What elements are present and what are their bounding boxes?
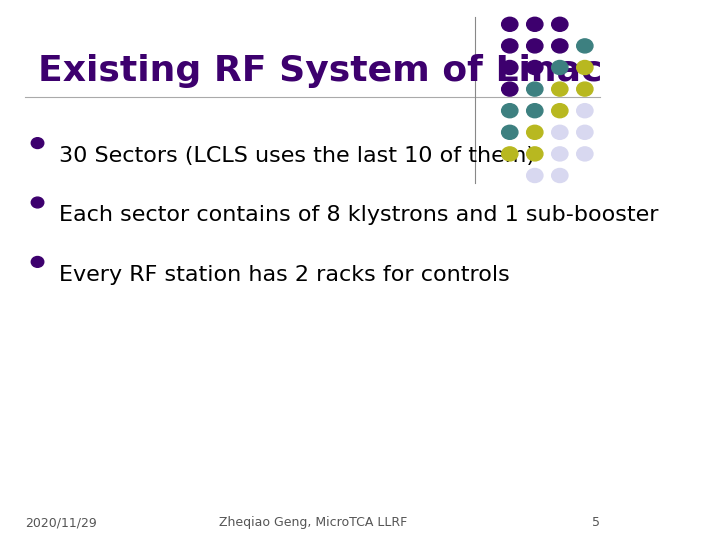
Circle shape (552, 147, 568, 161)
Circle shape (526, 147, 543, 161)
Circle shape (502, 82, 518, 96)
Circle shape (577, 60, 593, 75)
Circle shape (552, 82, 568, 96)
Circle shape (577, 104, 593, 118)
Circle shape (577, 39, 593, 53)
Text: 5: 5 (593, 516, 600, 529)
Circle shape (577, 147, 593, 161)
Circle shape (526, 168, 543, 183)
Circle shape (526, 104, 543, 118)
Circle shape (552, 60, 568, 75)
Circle shape (31, 197, 44, 208)
Circle shape (526, 125, 543, 139)
Circle shape (502, 17, 518, 31)
Text: Each sector contains of 8 klystrons and 1 sub-booster: Each sector contains of 8 klystrons and … (60, 205, 659, 225)
Circle shape (526, 82, 543, 96)
Text: Zheqiao Geng, MicroTCA LLRF: Zheqiao Geng, MicroTCA LLRF (219, 516, 407, 529)
Circle shape (502, 39, 518, 53)
Circle shape (552, 125, 568, 139)
Text: Existing RF System of Linac: Existing RF System of Linac (37, 54, 602, 88)
Circle shape (526, 17, 543, 31)
Circle shape (577, 125, 593, 139)
Circle shape (552, 17, 568, 31)
Circle shape (552, 104, 568, 118)
Text: 2020/11/29: 2020/11/29 (25, 516, 96, 529)
Circle shape (526, 60, 543, 75)
Text: 30 Sectors (LCLS uses the last 10 of them): 30 Sectors (LCLS uses the last 10 of the… (60, 146, 536, 166)
Circle shape (502, 104, 518, 118)
Circle shape (502, 147, 518, 161)
Circle shape (502, 60, 518, 75)
Circle shape (577, 82, 593, 96)
Text: Every RF station has 2 racks for controls: Every RF station has 2 racks for control… (60, 265, 510, 285)
Circle shape (552, 168, 568, 183)
Circle shape (526, 39, 543, 53)
Circle shape (31, 256, 44, 267)
Circle shape (552, 39, 568, 53)
Circle shape (31, 138, 44, 148)
Circle shape (502, 125, 518, 139)
